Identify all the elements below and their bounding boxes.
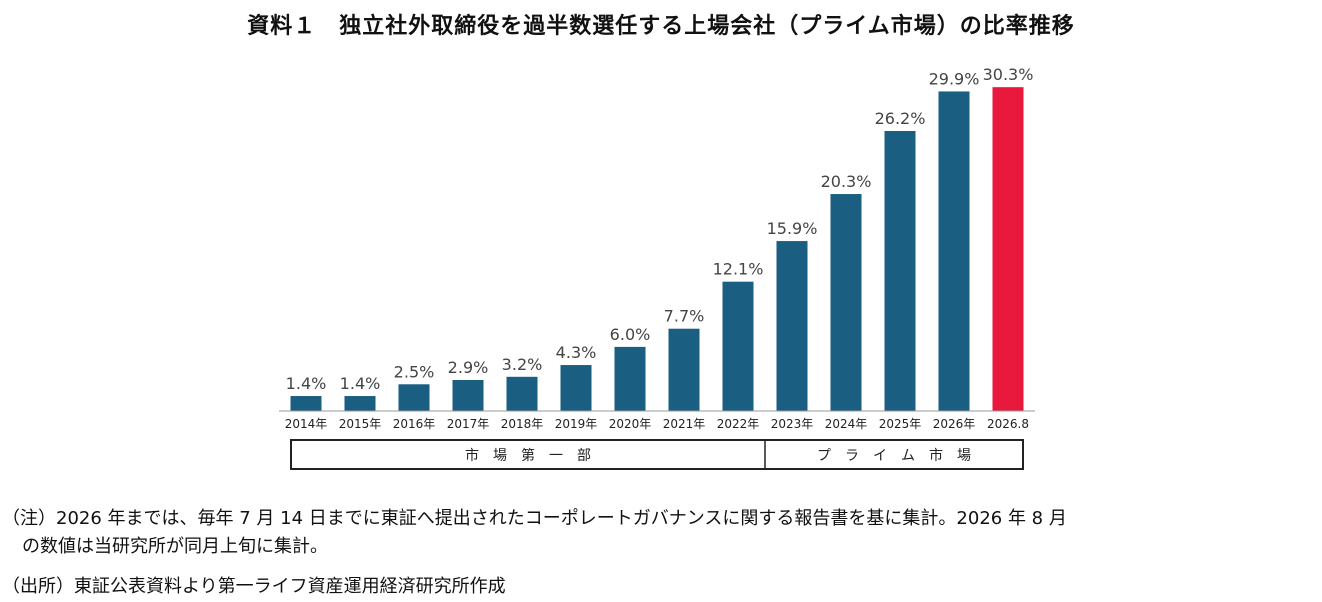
bar — [398, 384, 430, 411]
note-line-1: （注）2026 年までは、毎年 7 月 14 日までに東証へ提出されたコーポレー… — [2, 508, 1067, 529]
x-tick-label: 2023年 — [771, 417, 814, 431]
data-label: 3.2% — [502, 355, 543, 374]
x-tick-label: 2020年 — [609, 417, 652, 431]
bar — [614, 346, 646, 411]
bar — [560, 365, 592, 411]
data-label: 1.4% — [286, 374, 327, 393]
bar — [452, 380, 484, 411]
data-label: 7.7% — [664, 307, 705, 326]
note-line-2: の数値は当研究所が同月上旬に集計。 — [22, 536, 328, 557]
x-tick-label: 2024年 — [825, 417, 868, 431]
data-label: 26.2% — [875, 109, 926, 128]
x-tick-label: 2021年 — [663, 417, 706, 431]
segment-box — [290, 439, 1024, 470]
bar — [344, 396, 376, 411]
bar — [722, 281, 754, 411]
data-label: 30.3% — [983, 65, 1034, 84]
source-note: （出所）東証公表資料より第一ライフ資産運用経済研究所作成 — [2, 576, 506, 597]
data-label: 6.0% — [610, 325, 651, 344]
data-label: 29.9% — [929, 69, 980, 88]
x-tick-label: 2025年 — [879, 417, 922, 431]
data-label: 15.9% — [767, 219, 818, 238]
bar — [938, 91, 970, 411]
x-tick-label: 2019年 — [555, 417, 598, 431]
data-label: 4.3% — [556, 343, 597, 362]
x-tick-label: 2017年 — [447, 417, 490, 431]
segment-label: 市 場 第 一 部 — [465, 447, 591, 464]
data-label: 2.5% — [394, 362, 435, 381]
data-label: 2.9% — [448, 358, 489, 377]
bar — [290, 396, 322, 411]
bar — [884, 130, 916, 412]
x-tick-label: 2018年 — [501, 417, 544, 431]
data-label: 20.3% — [821, 172, 872, 191]
bar — [506, 376, 538, 411]
x-tick-label: 2015年 — [339, 417, 382, 431]
x-tick-label: 2022年 — [717, 417, 760, 431]
bar — [668, 328, 700, 411]
segment-label: プ ラ イ ム 市 場 — [817, 447, 971, 464]
data-label: 1.4% — [340, 374, 381, 393]
x-tick-label: 2016年 — [393, 417, 436, 431]
bar-chart: 1.4% 2014年 1.4% 2015年 2.5% 2016年 2.9% 2017年 3.2%… — [279, 65, 1035, 470]
x-tick-label: 2014年 — [285, 417, 328, 431]
bar — [830, 194, 862, 411]
x-tick-label: 2026年 — [933, 417, 976, 431]
bar — [992, 87, 1024, 411]
data-label: 12.1% — [713, 260, 764, 279]
chart-title: 資料１ 独立社外取締役を過半数選任する上場会社（プライム市場）の比率推移 — [247, 14, 1075, 39]
bar — [776, 241, 808, 411]
x-tick-label: 2026.8 — [987, 417, 1029, 431]
